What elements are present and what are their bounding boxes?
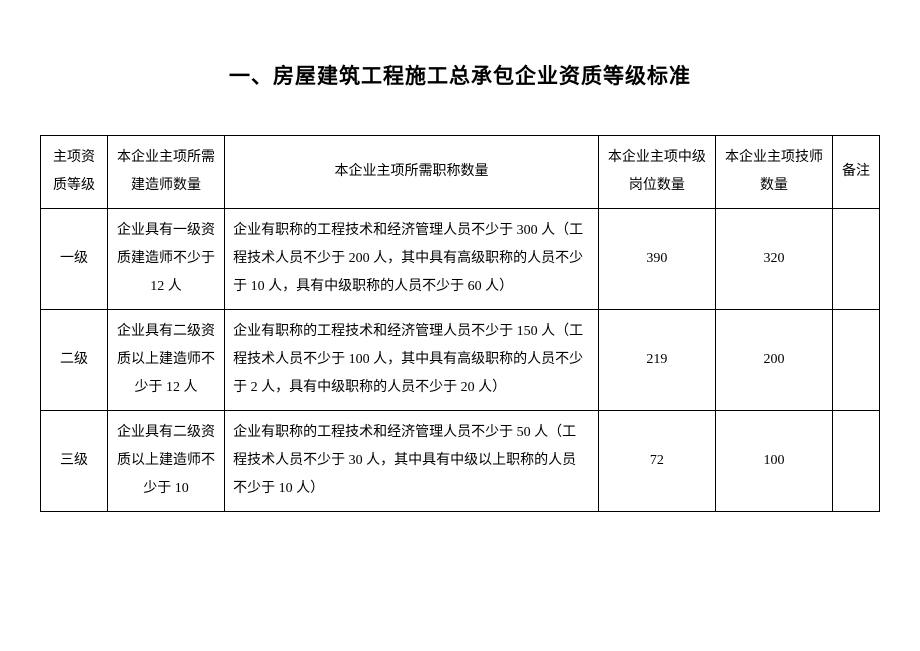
cell-builders: 企业具有二级资质以上建造师不少于 12 人 (107, 310, 224, 411)
cell-midpos: 390 (598, 209, 715, 310)
document-title: 一、房屋建筑工程施工总承包企业资质等级标准 (40, 60, 880, 90)
cell-notes (833, 411, 880, 512)
cell-titles: 企业有职称的工程技术和经济管理人员不少于 150 人（工程技术人员不少于 100… (225, 310, 599, 411)
table-header-row: 主项资质等级 本企业主项所需建造师数量 本企业主项所需职称数量 本企业主项中级岗… (41, 136, 880, 209)
header-level: 主项资质等级 (41, 136, 108, 209)
cell-titles: 企业有职称的工程技术和经济管理人员不少于 300 人（工程技术人员不少于 200… (225, 209, 599, 310)
cell-level: 一级 (41, 209, 108, 310)
header-midpos: 本企业主项中级岗位数量 (598, 136, 715, 209)
header-titles: 本企业主项所需职称数量 (225, 136, 599, 209)
header-builders: 本企业主项所需建造师数量 (107, 136, 224, 209)
cell-notes (833, 209, 880, 310)
qualification-table: 主项资质等级 本企业主项所需建造师数量 本企业主项所需职称数量 本企业主项中级岗… (40, 135, 880, 512)
cell-notes (833, 310, 880, 411)
cell-builders: 企业具有一级资质建造师不少于 12 人 (107, 209, 224, 310)
cell-builders: 企业具有二级资质以上建造师不少于 10 (107, 411, 224, 512)
cell-level: 三级 (41, 411, 108, 512)
cell-midpos: 219 (598, 310, 715, 411)
cell-tech: 320 (715, 209, 832, 310)
table-row: 三级 企业具有二级资质以上建造师不少于 10 企业有职称的工程技术和经济管理人员… (41, 411, 880, 512)
cell-titles: 企业有职称的工程技术和经济管理人员不少于 50 人（工程技术人员不少于 30 人… (225, 411, 599, 512)
header-tech: 本企业主项技师数量 (715, 136, 832, 209)
cell-midpos: 72 (598, 411, 715, 512)
cell-tech: 200 (715, 310, 832, 411)
table-row: 二级 企业具有二级资质以上建造师不少于 12 人 企业有职称的工程技术和经济管理… (41, 310, 880, 411)
table-row: 一级 企业具有一级资质建造师不少于 12 人 企业有职称的工程技术和经济管理人员… (41, 209, 880, 310)
header-notes: 备注 (833, 136, 880, 209)
cell-tech: 100 (715, 411, 832, 512)
cell-level: 二级 (41, 310, 108, 411)
